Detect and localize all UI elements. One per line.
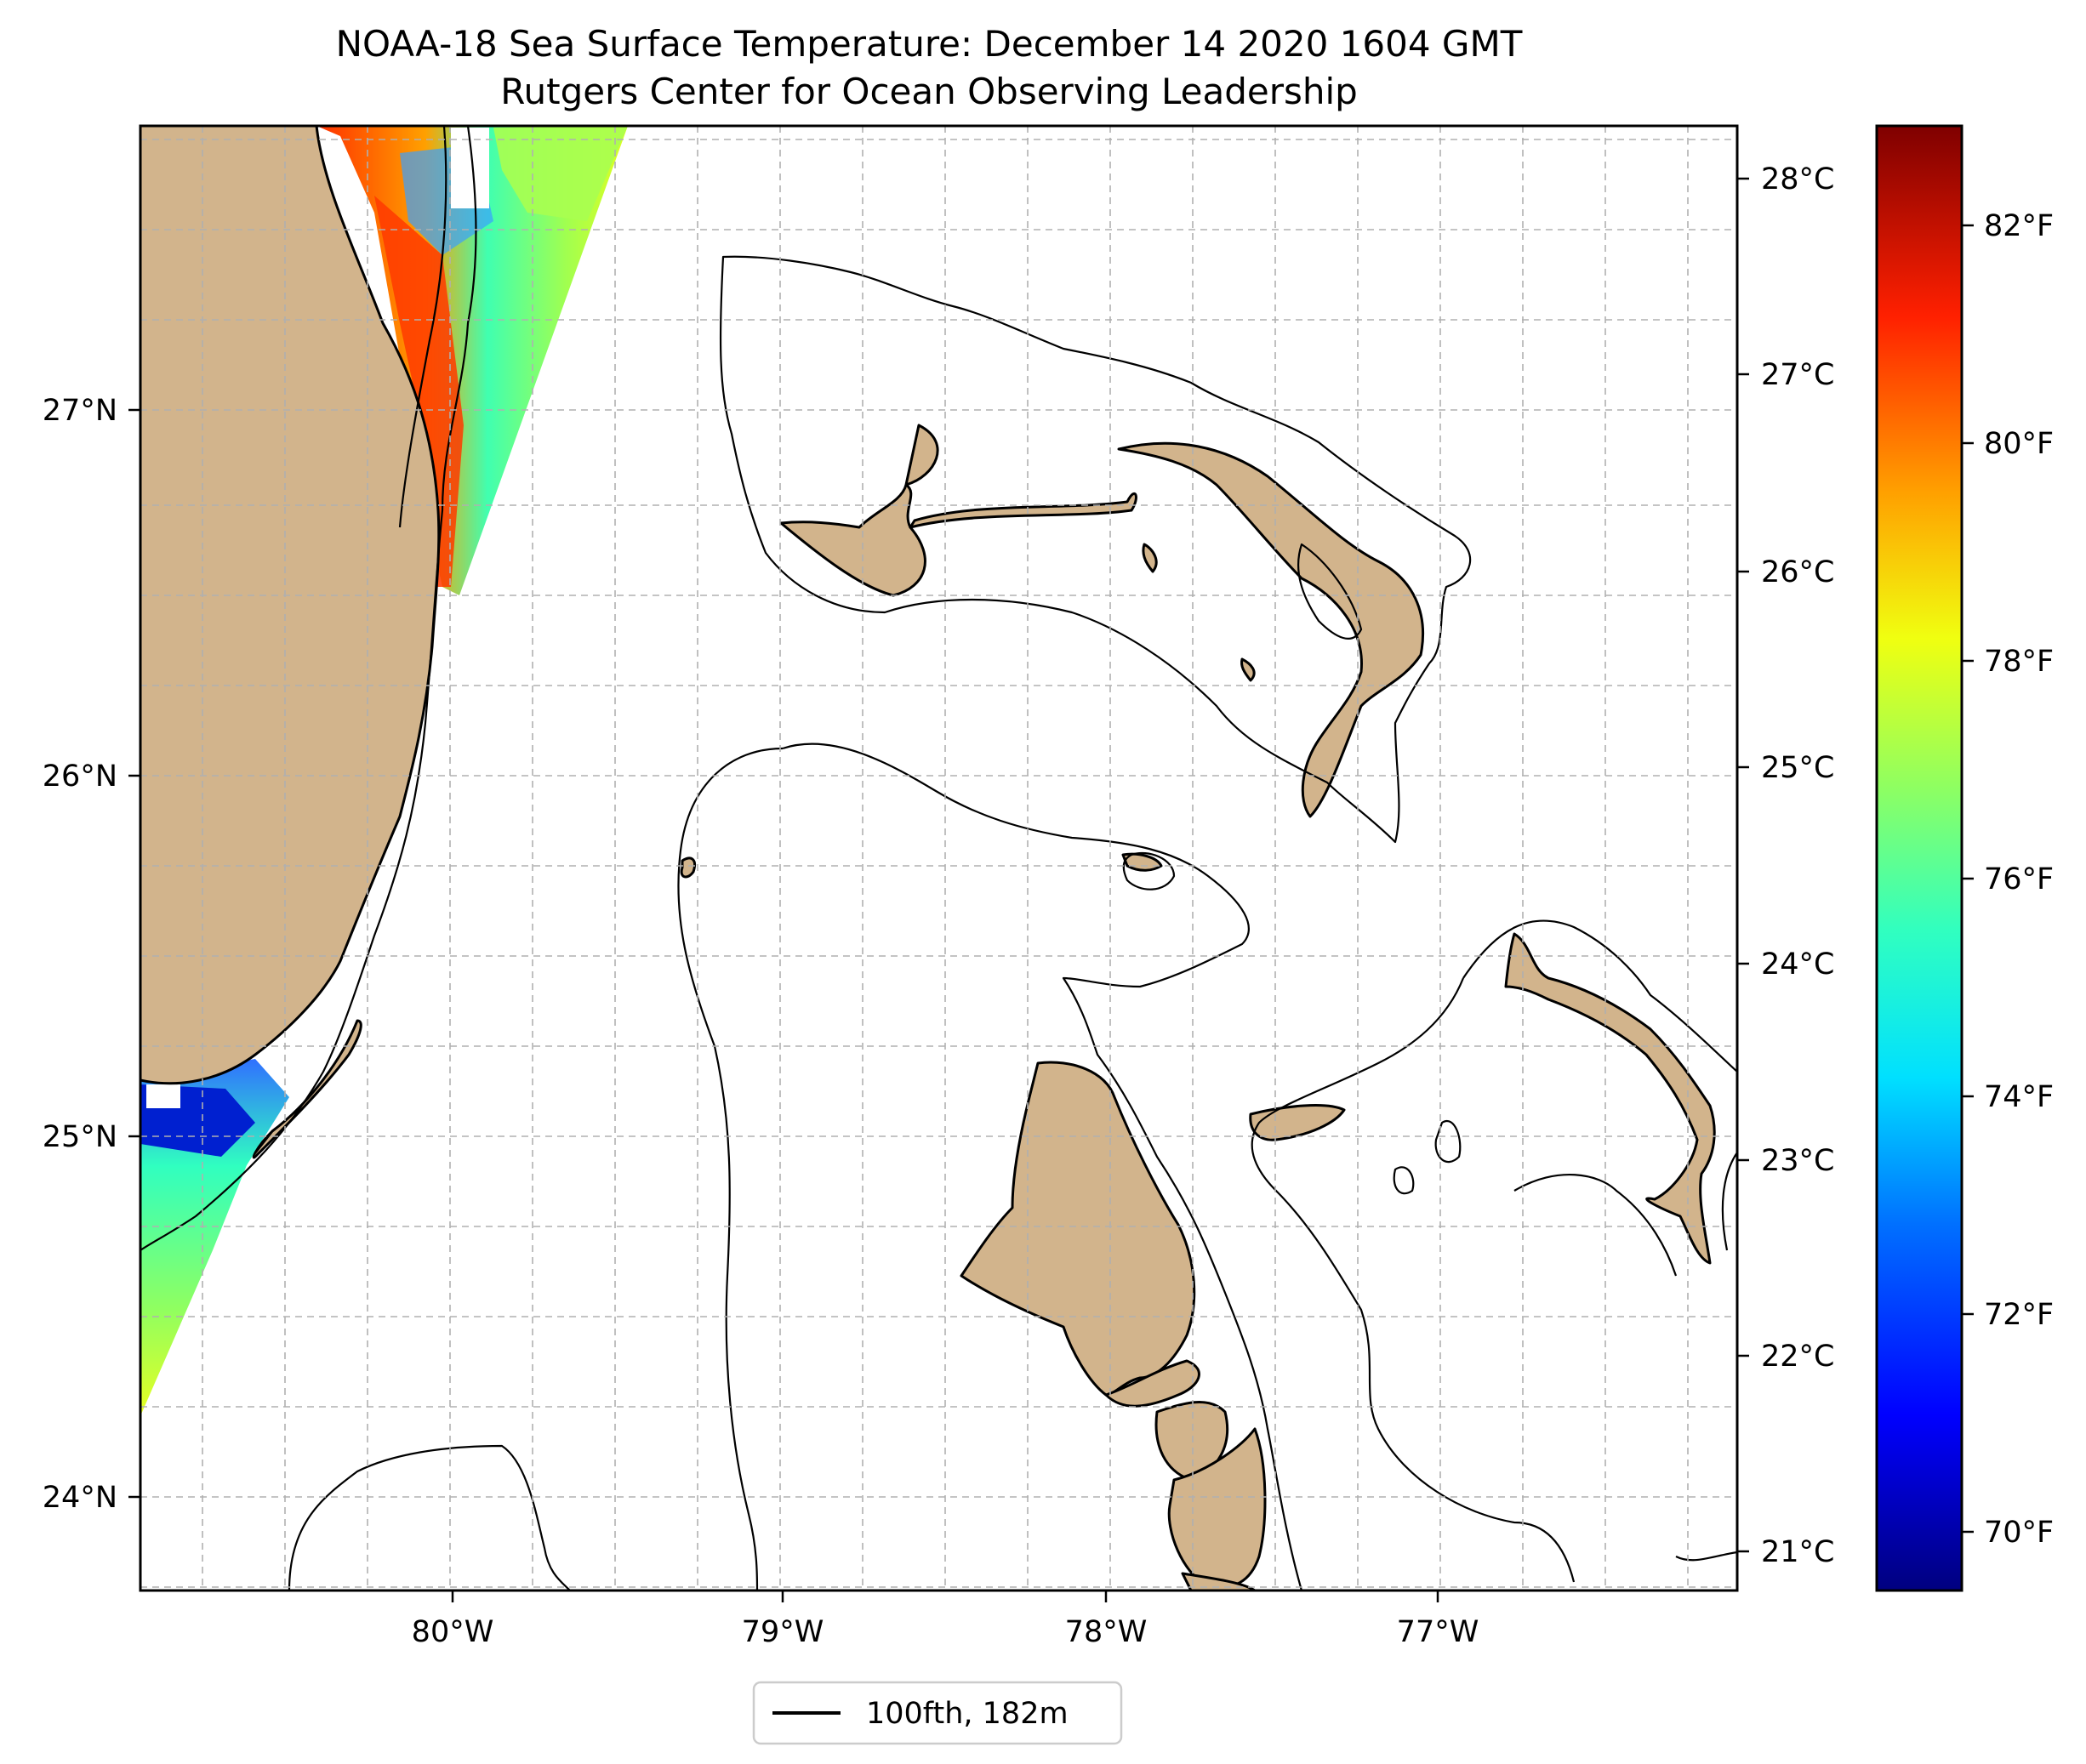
lon-label-79w: 79°W [742, 1615, 824, 1649]
lon-label-78w: 78°W [1065, 1615, 1148, 1649]
celsius-label-23: 23°C [1761, 1144, 1834, 1178]
colorbar-label-78f: 78°F [1984, 645, 2054, 679]
colorbar-label-72f: 72°F [1984, 1298, 2054, 1332]
legend-box [752, 1681, 1123, 1745]
celsius-label-22: 22°C [1761, 1340, 1834, 1374]
andros-land [960, 1061, 1196, 1397]
chart-subtitle: Rutgers Center for Ocean Observing Leade… [500, 71, 1358, 112]
map-frame [139, 124, 1739, 1592]
grand-bahama-land [779, 424, 939, 597]
florida-keys [252, 1019, 362, 1159]
celsius-axis [1737, 177, 1749, 1553]
abaco-land [1117, 441, 1425, 818]
isobath-100fth [140, 126, 1737, 1590]
lon-label-80w: 80°W [412, 1615, 494, 1649]
lon-label-77w: 77°W [1397, 1615, 1479, 1649]
colorbar-label-80f: 80°F [1984, 427, 2054, 461]
celsius-label-24: 24°C [1761, 947, 1834, 982]
lat-label-26: 26°N [43, 760, 117, 794]
celsius-label-21: 21°C [1761, 1535, 1834, 1569]
celsius-label-26: 26°C [1761, 555, 1834, 589]
chart-title: NOAA-18 Sea Surface Temperature: Decembe… [336, 23, 1523, 65]
lat-label-24: 24°N [43, 1481, 117, 1515]
sst-swath-south [140, 1059, 289, 1416]
celsius-label-25: 25°C [1761, 751, 1834, 785]
colorbar-label-76f: 76°F [1984, 862, 2054, 896]
map-gridlines [140, 126, 1737, 1590]
latitude-axis [128, 408, 140, 1499]
longitude-axis [451, 1590, 1439, 1602]
colorbar [1875, 124, 1963, 1592]
colorbar-label-74f: 74°F [1984, 1080, 2054, 1114]
colorbar-label-82f: 82°F [1984, 209, 2054, 243]
florida-land [140, 126, 441, 1085]
legend-label: 100fth, 182m [866, 1697, 1069, 1731]
colorbar-ticks [1962, 224, 1974, 1534]
celsius-label-27: 27°C [1761, 358, 1834, 392]
lat-label-25: 25°N [43, 1120, 117, 1154]
celsius-label-28: 28°C [1761, 162, 1834, 196]
colorbar-label-70f: 70°F [1984, 1516, 2054, 1550]
lat-label-27: 27°N [43, 394, 117, 428]
eleuthera-land [1504, 932, 1716, 1265]
map-area [140, 126, 1737, 1590]
legend: 100fth, 182m [752, 1681, 1123, 1745]
new-providence-land [1249, 1104, 1346, 1141]
